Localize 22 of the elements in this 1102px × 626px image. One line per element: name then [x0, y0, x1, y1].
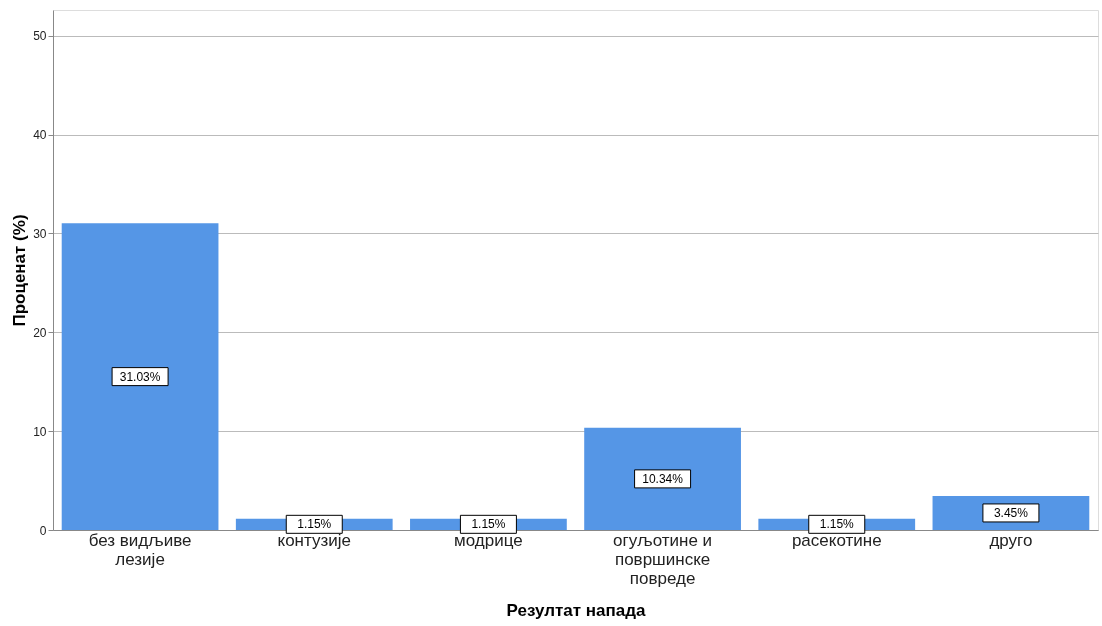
y-tick-label: 50 [33, 29, 47, 44]
y-tick-label: 10 [33, 424, 47, 439]
bar [584, 427, 741, 530]
x-tick-label: без видљиве лезије [88, 530, 192, 569]
x-tick-label: модрице [454, 530, 523, 550]
y-tick-label: 30 [33, 226, 47, 241]
data-label: 1.15% [297, 517, 332, 532]
data-label: 31.03% [119, 369, 161, 384]
x-tick-label: контузије [277, 530, 351, 550]
x-axis-title: Резултат напада [506, 600, 647, 620]
data-label: 3.45% [993, 505, 1029, 520]
data-label: 1.15% [471, 517, 506, 532]
y-tick-label: 20 [33, 325, 47, 340]
x-tick-label: огуљотине и површинске повреде [613, 530, 713, 588]
y-axis-title: Проценат (%) [10, 214, 30, 327]
data-label: 10.34% [642, 471, 684, 486]
y-tick-label: 0 [39, 523, 47, 538]
x-tick-label: расекотине [791, 530, 882, 550]
x-tick-label: друго [989, 530, 1033, 550]
y-tick-label: 40 [33, 128, 47, 143]
bar [61, 223, 219, 530]
data-label: 1.15% [819, 517, 855, 532]
